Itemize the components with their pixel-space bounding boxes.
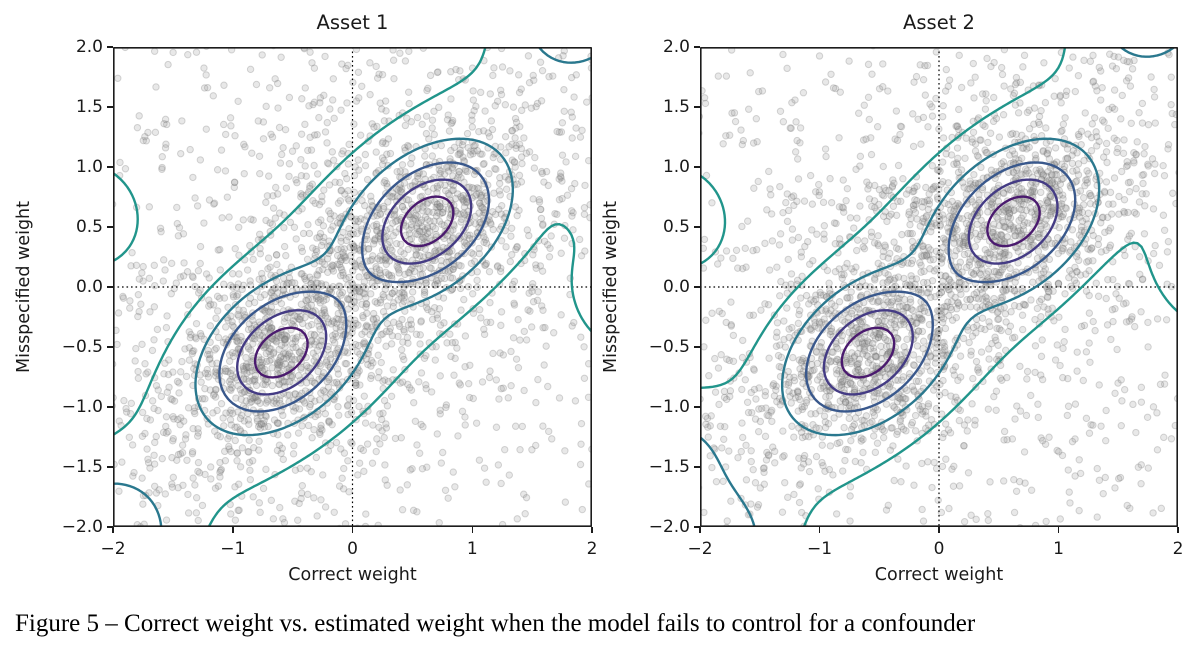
y-tick-label: −1.0 bbox=[648, 397, 690, 417]
y-tick-label: 1.0 bbox=[75, 157, 103, 177]
x-tick-label: −1 bbox=[220, 539, 246, 559]
y-tick-mark bbox=[107, 466, 113, 468]
y-tick-mark bbox=[694, 286, 700, 288]
y-tick-label: 1.5 bbox=[75, 97, 103, 117]
x-tick-mark bbox=[112, 527, 114, 533]
y-tick-label: −1.5 bbox=[648, 457, 690, 477]
y-tick-label: 1.5 bbox=[662, 97, 690, 117]
y-tick-mark bbox=[694, 46, 700, 48]
y-tick-mark bbox=[107, 226, 113, 228]
x-tick-label: 1 bbox=[1053, 539, 1064, 559]
y-tick-label: 0.5 bbox=[662, 217, 690, 237]
y-tick-mark bbox=[107, 106, 113, 108]
y-tick-mark bbox=[694, 466, 700, 468]
y-axis-label: Misspecified weight bbox=[14, 200, 34, 374]
plot-area-canvas bbox=[113, 47, 592, 527]
y-tick-label: 0.5 bbox=[75, 217, 103, 237]
x-tick-mark bbox=[1057, 527, 1060, 533]
x-tick-mark bbox=[471, 527, 473, 533]
y-tick-label: 1.0 bbox=[662, 157, 690, 177]
y-tick-mark bbox=[694, 526, 700, 528]
y-tick-mark bbox=[107, 46, 113, 48]
y-tick-mark bbox=[107, 526, 113, 528]
y-tick-mark bbox=[694, 166, 700, 168]
x-axis-label: Correct weight bbox=[288, 565, 417, 585]
plot-title: Asset 2 bbox=[903, 11, 975, 34]
y-tick-label: −2.0 bbox=[61, 517, 103, 537]
x-tick-label: 2 bbox=[586, 539, 598, 559]
x-tick-mark bbox=[591, 527, 593, 533]
x-tick-label: −2 bbox=[100, 539, 126, 559]
y-tick-mark bbox=[107, 166, 113, 168]
y-tick-label: −2.0 bbox=[648, 517, 690, 537]
x-tick-label: 0 bbox=[933, 539, 945, 559]
y-tick-mark bbox=[694, 406, 700, 408]
x-tick-mark bbox=[699, 527, 701, 533]
x-tick-mark bbox=[351, 527, 354, 533]
x-tick-label: 0 bbox=[347, 539, 358, 559]
x-tick-label: −2 bbox=[687, 539, 713, 559]
y-tick-label: 2.0 bbox=[75, 37, 103, 57]
x-tick-label: 2 bbox=[1172, 539, 1184, 559]
y-tick-mark bbox=[107, 406, 113, 408]
x-tick-mark bbox=[1177, 527, 1179, 533]
y-tick-label: 0.0 bbox=[662, 277, 690, 297]
y-tick-mark bbox=[107, 286, 113, 288]
x-tick-label: 1 bbox=[466, 539, 478, 559]
y-tick-label: 0.0 bbox=[75, 277, 103, 297]
y-tick-label: −0.5 bbox=[61, 337, 103, 357]
y-tick-mark bbox=[107, 346, 113, 348]
x-tick-mark bbox=[938, 527, 940, 533]
y-tick-label: −1.5 bbox=[61, 457, 103, 477]
x-tick-mark bbox=[232, 527, 234, 533]
y-axis-label: Misspecified weight bbox=[601, 200, 621, 374]
y-tick-mark bbox=[694, 226, 700, 228]
y-tick-label: −0.5 bbox=[648, 337, 690, 357]
y-tick-label: −1.0 bbox=[61, 397, 103, 417]
x-axis-label: Correct weight bbox=[874, 565, 1004, 585]
plot-area-canvas bbox=[700, 47, 1178, 527]
y-tick-mark bbox=[694, 346, 700, 348]
y-tick-mark bbox=[694, 106, 700, 108]
figure-caption: Figure 5 – Correct weight vs. estimated … bbox=[15, 610, 976, 637]
y-tick-label: 2.0 bbox=[662, 37, 690, 57]
plot-title: Asset 1 bbox=[316, 11, 389, 34]
x-tick-mark bbox=[818, 527, 821, 533]
x-tick-label: −1 bbox=[806, 539, 833, 559]
